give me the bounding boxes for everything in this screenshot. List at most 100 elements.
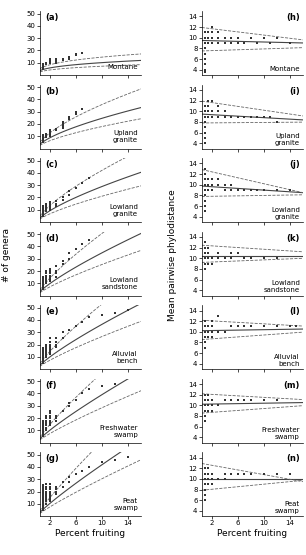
Point xyxy=(206,475,211,483)
Point xyxy=(112,379,117,388)
Point xyxy=(222,107,227,115)
Point xyxy=(41,428,46,437)
Point xyxy=(203,180,207,189)
Point xyxy=(203,65,207,74)
Point xyxy=(203,259,207,268)
Point xyxy=(203,464,207,473)
Point xyxy=(41,60,46,69)
Point xyxy=(41,62,46,71)
Point xyxy=(206,327,211,336)
Point xyxy=(203,475,207,483)
Point xyxy=(41,276,46,285)
Point xyxy=(209,327,214,336)
Point xyxy=(112,308,117,317)
Point xyxy=(41,426,46,435)
Point xyxy=(216,401,221,410)
Point xyxy=(216,33,221,42)
Point xyxy=(44,493,49,502)
Point xyxy=(203,118,207,127)
Point xyxy=(203,186,207,195)
Point xyxy=(41,423,46,432)
Point xyxy=(203,327,207,336)
Point xyxy=(41,504,46,513)
Point xyxy=(203,39,207,48)
Point xyxy=(203,164,207,173)
Point xyxy=(44,132,49,141)
Point xyxy=(60,259,65,268)
Point xyxy=(41,274,46,283)
Point xyxy=(125,453,130,462)
Point xyxy=(41,506,46,514)
Point xyxy=(206,254,211,263)
Point xyxy=(54,342,58,351)
Point xyxy=(229,469,233,478)
Point xyxy=(73,395,78,404)
Point xyxy=(203,332,207,341)
Point xyxy=(203,112,207,121)
Point xyxy=(206,180,211,189)
Point xyxy=(209,332,214,341)
Point xyxy=(41,503,46,512)
Point xyxy=(80,48,85,57)
Point xyxy=(67,248,72,257)
Point xyxy=(206,327,211,336)
Point xyxy=(44,413,49,422)
Point xyxy=(47,201,52,210)
Point xyxy=(203,322,207,331)
Point xyxy=(54,411,58,420)
Point xyxy=(44,59,49,68)
Point xyxy=(41,344,46,352)
Point xyxy=(54,200,58,209)
Point xyxy=(206,480,211,488)
Point xyxy=(44,59,49,68)
Point xyxy=(41,352,46,361)
Point xyxy=(206,406,211,415)
Point xyxy=(261,112,266,121)
Point xyxy=(203,317,207,326)
Text: (b): (b) xyxy=(45,87,58,95)
Point xyxy=(41,430,46,438)
Point xyxy=(229,180,233,189)
Point xyxy=(41,137,46,145)
Point xyxy=(216,311,221,320)
Point xyxy=(41,350,46,359)
Point xyxy=(54,57,58,66)
Point xyxy=(229,112,233,121)
Point xyxy=(41,62,46,71)
Point xyxy=(41,490,46,498)
Point xyxy=(41,135,46,144)
Point xyxy=(41,431,46,440)
Point xyxy=(41,496,46,504)
Point xyxy=(203,128,207,137)
Point xyxy=(261,396,266,405)
Point xyxy=(41,63,46,72)
Point xyxy=(44,487,49,496)
Point xyxy=(206,254,211,263)
Point xyxy=(209,332,214,341)
Point xyxy=(41,62,46,71)
Point xyxy=(203,401,207,410)
Point xyxy=(41,355,46,364)
Point xyxy=(274,33,279,42)
Point xyxy=(203,112,207,121)
Point xyxy=(222,39,227,48)
Point xyxy=(203,475,207,483)
Point xyxy=(41,501,46,509)
Point xyxy=(203,254,207,263)
Point xyxy=(255,39,260,48)
Point xyxy=(41,428,46,437)
Point xyxy=(41,492,46,501)
Point xyxy=(203,327,207,336)
Point xyxy=(41,204,46,213)
Point xyxy=(41,203,46,212)
Point xyxy=(47,127,52,136)
Point xyxy=(44,130,49,139)
Point xyxy=(248,322,253,331)
Point xyxy=(209,254,214,263)
Point xyxy=(203,332,207,341)
Point xyxy=(41,488,46,497)
Point xyxy=(203,107,207,115)
Point xyxy=(248,33,253,42)
Point xyxy=(41,204,46,213)
Point xyxy=(203,480,207,488)
